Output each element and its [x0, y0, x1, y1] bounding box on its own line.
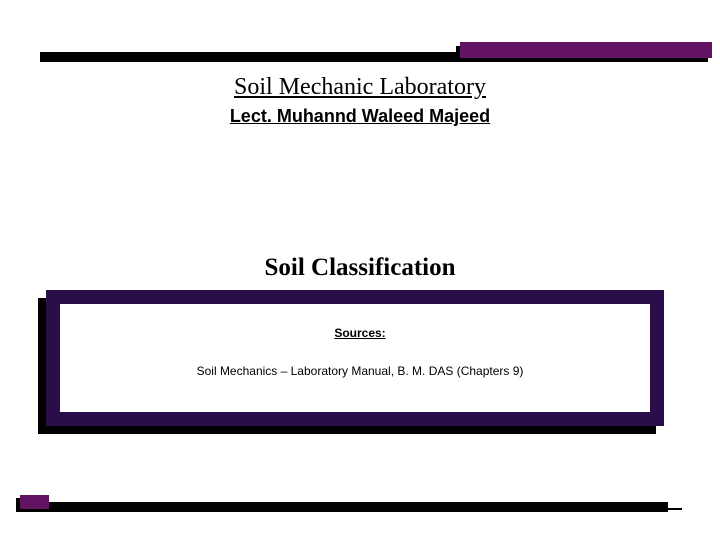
sources-box-panel — [46, 290, 664, 426]
course-title: Soil Mechanic Laboratory — [0, 74, 720, 101]
bottom-line-shadow — [16, 502, 668, 512]
sources-citation: Soil Mechanics – Laboratory Manual, B. M… — [0, 364, 720, 378]
bottom-divider-line — [22, 508, 682, 510]
bottom-accent-bullet — [20, 495, 49, 509]
lecture-topic: Soil Classification — [0, 254, 720, 282]
lecturer-name: Lect. Muhannd Waleed Majeed — [0, 106, 720, 127]
sources-box — [46, 290, 664, 426]
sources-heading: Sources: — [0, 326, 720, 340]
top-accent-bullet — [460, 42, 712, 58]
